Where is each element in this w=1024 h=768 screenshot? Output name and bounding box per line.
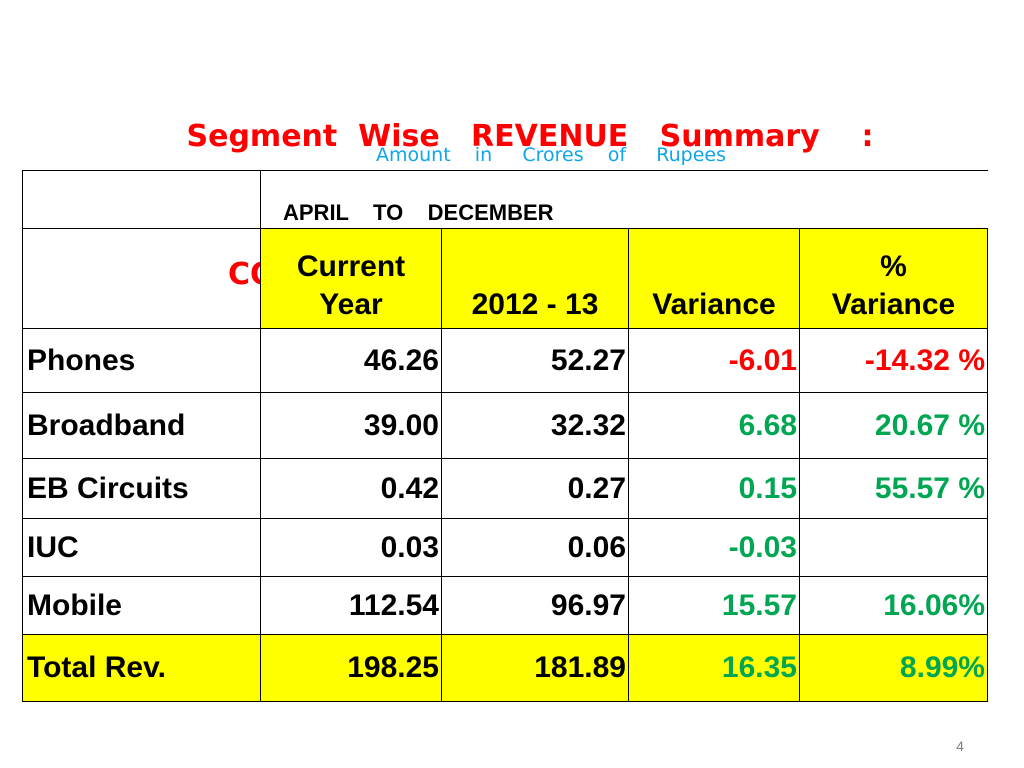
empty-cell xyxy=(22,170,261,229)
total-row: Total Rev. 198.25 181.89 16.35 8.99% xyxy=(22,634,988,702)
variance-value: -0.03 xyxy=(628,518,800,577)
table-row: Broadband 39.00 32.32 6.68 20.67 % xyxy=(22,392,988,459)
previous-value: 52.27 xyxy=(441,328,629,393)
header-current-year: Current Year xyxy=(260,228,442,329)
revenue-table: APRIL TO DECEMBER Current Year 2012 - 13 … xyxy=(22,170,988,702)
previous-value: 0.06 xyxy=(441,518,629,577)
row-label: Broadband xyxy=(22,392,261,459)
previous-value: 0.27 xyxy=(441,458,629,519)
total-label: Total Rev. xyxy=(22,634,261,702)
variance-value: 0.15 xyxy=(628,458,800,519)
page-number: 4 xyxy=(956,738,964,754)
header-variance: Variance xyxy=(628,228,800,329)
pct-variance-value: 20.67 % xyxy=(799,392,988,459)
current-value: 46.26 xyxy=(260,328,442,393)
header-current-line2: Year xyxy=(319,288,383,321)
header-current-line1: Current xyxy=(296,250,406,283)
previous-value: 32.32 xyxy=(441,392,629,459)
variance-value: -6.01 xyxy=(628,328,800,393)
header-pct-line1: % xyxy=(880,250,907,283)
variance-value: 6.68 xyxy=(628,392,800,459)
table-row: IUC 0.03 0.06 -0.03 xyxy=(22,518,988,577)
row-label: Phones xyxy=(22,328,261,393)
row-label: Mobile xyxy=(22,576,261,635)
variance-value: 15.57 xyxy=(628,576,800,635)
table-row: Mobile 112.54 96.97 15.57 16.06% xyxy=(22,576,988,635)
pct-variance-value: -14.32 % xyxy=(799,328,988,393)
period-row: APRIL TO DECEMBER xyxy=(22,170,988,229)
total-current: 198.25 xyxy=(260,634,442,702)
current-value: 112.54 xyxy=(260,576,442,635)
header-pct-variance: % Variance xyxy=(799,228,988,329)
subtitle-units: Amount in Crores of Rupees xyxy=(375,144,726,166)
current-value: 0.42 xyxy=(260,458,442,519)
pct-variance-value: 16.06% xyxy=(799,576,988,635)
total-pct-variance: 8.99% xyxy=(799,634,988,702)
total-variance: 16.35 xyxy=(628,634,800,702)
header-pct-line2: Variance xyxy=(831,288,956,321)
period-label: APRIL TO DECEMBER xyxy=(260,170,988,229)
table-row: Phones 46.26 52.27 -6.01 -14.32 % xyxy=(22,328,988,393)
current-value: 0.03 xyxy=(260,518,442,577)
pct-variance-value xyxy=(799,518,988,577)
row-label: IUC xyxy=(22,518,261,577)
header-previous-year: 2012 - 13 xyxy=(441,228,629,329)
row-label: EB Circuits xyxy=(22,458,261,519)
previous-value: 96.97 xyxy=(441,576,629,635)
current-value: 39.00 xyxy=(260,392,442,459)
pct-variance-value: 55.57 % xyxy=(799,458,988,519)
header-row: Current Year 2012 - 13 Variance % Variance xyxy=(22,228,988,329)
title-line-1: Segment Wise REVENUE Summary : xyxy=(186,119,874,154)
empty-cell xyxy=(22,228,261,329)
total-previous: 181.89 xyxy=(441,634,629,702)
table-row: EB Circuits 0.42 0.27 0.15 55.57 % xyxy=(22,458,988,519)
